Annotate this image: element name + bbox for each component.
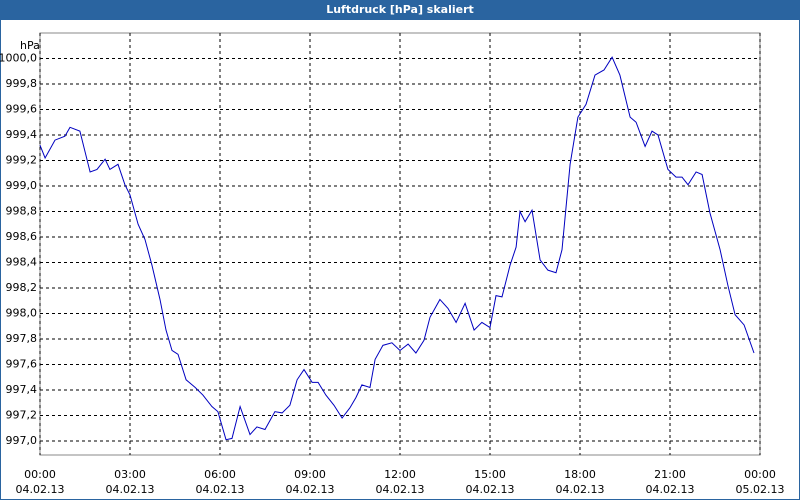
y-tick-label: 998,8	[6, 204, 38, 217]
line-series	[39, 56, 755, 441]
y-tick-label: 998,6	[6, 230, 38, 243]
x-tick-date: 04.02.13	[376, 483, 425, 496]
x-tick-label: 21:00	[654, 468, 686, 481]
x-tick-date: 04.02.13	[16, 483, 65, 496]
x-tick-date: 04.02.13	[106, 483, 155, 496]
y-tick-label: 1000,0	[0, 51, 37, 64]
y-tick-label: 997,0	[6, 434, 38, 447]
y-tick-label: 997,6	[6, 357, 38, 370]
y-tick-label: 997,2	[6, 408, 38, 421]
x-tick-label: 09:00	[294, 468, 326, 481]
x-tick-label: 18:00	[564, 468, 596, 481]
y-tick-label: 997,8	[6, 332, 38, 345]
chart-title: Luftdruck [hPa] skaliert	[326, 3, 474, 16]
x-tick-label: 12:00	[384, 468, 416, 481]
title-bar	[0, 0, 800, 20]
y-tick-label: 999,0	[6, 179, 38, 192]
y-tick-label: 999,2	[6, 153, 38, 166]
y-axis-label: hPa	[20, 39, 40, 52]
x-tick-label: 06:00	[204, 468, 236, 481]
y-tick-label: 999,8	[6, 77, 38, 90]
y-tick-label: 998,0	[6, 306, 38, 319]
x-tick-date: 04.02.13	[286, 483, 335, 496]
x-tick-date: 05.02.13	[736, 483, 785, 496]
x-tick-date: 04.02.13	[466, 483, 515, 496]
x-tick-label: 00:00	[24, 468, 56, 481]
y-tick-label: 999,4	[6, 128, 38, 141]
x-tick-date: 04.02.13	[196, 483, 245, 496]
y-tick-label: 999,6	[6, 102, 38, 115]
y-tick-label: 998,4	[6, 255, 38, 268]
y-tick-label: 998,2	[6, 281, 38, 294]
x-tick-label: 03:00	[114, 468, 146, 481]
x-tick-date: 04.02.13	[556, 483, 605, 496]
x-tick-date: 04.02.13	[646, 483, 695, 496]
x-tick-label: 15:00	[474, 468, 506, 481]
x-tick-label: 00:00	[744, 468, 776, 481]
y-tick-label: 997,4	[6, 383, 38, 396]
